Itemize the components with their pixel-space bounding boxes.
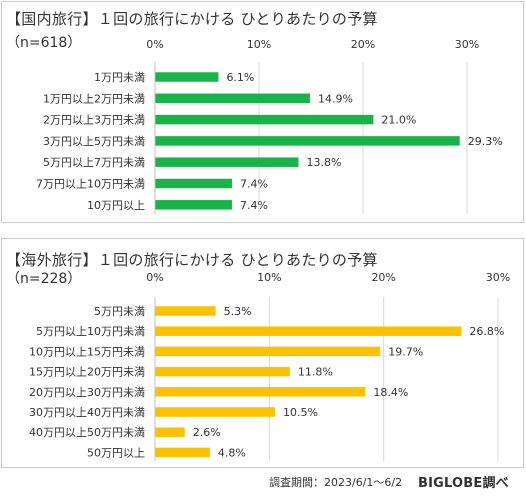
data-label: 14.9% [318,92,353,105]
category-label: 50万円以上 [87,446,145,459]
chart-title: 【海外旅行】１回の旅行にかける ひとりあたりの予算 [6,251,378,269]
category-label: 10万円以上 [87,199,145,212]
data-label: 6.1% [226,71,254,84]
data-label: 18.4% [373,386,408,399]
bar [155,178,232,189]
bar [155,306,216,316]
data-label: 4.8% [218,446,246,459]
category-label: 1万円以上2万円未満 [43,92,145,105]
bar [155,447,210,458]
category-label: 5万円未満 [94,305,145,318]
x-tick-label: 10% [247,38,271,51]
source-credit: BIGLOBE調べ [418,476,509,491]
chart-title: 【国内旅行】１回の旅行にかける ひとりあたりの予算 [6,10,378,28]
domestic-budget-bar-chart: 0% 10% 20% 30% 1万円未満 6.1% 1万円以上2万円未満 14.9% 2万円以上… [36,38,503,214]
x-tick-label: 20% [371,271,395,284]
data-label: 2.6% [193,426,221,439]
category-label: 2万円以上3万円未満 [43,114,145,127]
bar [155,427,185,437]
sample-size-label: （n=618） [6,35,82,51]
bar [155,366,290,377]
overseas-budget-bar-chart: 0% 10% 20% 30% 5万円未満 5.3% 5万円以上10万円未満 26.8% 10万円… [29,271,510,461]
bar [155,346,381,357]
bar [155,93,310,104]
category-label: 15万円以上20万円未満 [29,366,145,379]
data-label: 11.8% [298,366,333,379]
data-label: 26.8% [469,325,504,338]
category-label: 5万円以上7万円未満 [43,156,145,169]
bar [155,200,232,210]
x-tick-label: 10% [257,271,281,284]
domestic-chart-panel: 【国内旅行】１回の旅行にかける ひとりあたりの予算 （n=618） 0% 10% 2… [1,1,524,223]
category-label: 5万円以上10万円未満 [36,325,145,338]
category-label: 20万円以上30万円未満 [29,386,145,399]
bar [155,326,462,336]
category-label: 1万円未満 [94,71,145,84]
x-tick-label: 20% [351,38,375,51]
x-tick-label: 0% [146,38,163,51]
data-label: 29.3% [468,135,503,148]
bar [155,114,374,125]
data-label: 13.8% [307,156,342,169]
bar [155,407,276,417]
bar [155,157,299,167]
data-label: 5.3% [224,305,252,318]
data-label: 7.4% [240,178,268,191]
x-tick-label: 30% [486,271,510,284]
data-label: 7.4% [240,199,268,212]
bar [155,387,366,397]
category-label: 30万円以上40万円未満 [29,406,145,419]
data-label: 19.7% [388,345,423,358]
category-label: 3万円以上5万円未満 [43,135,145,148]
x-tick-label: 0% [146,271,163,284]
bar [155,72,219,82]
category-label: 10万円以上15万円未満 [29,345,145,358]
survey-period: 調査期間：2023/6/1～6/2 [269,476,403,489]
data-label: 21.0% [381,114,416,127]
sample-size-label: （n=228） [6,271,82,287]
overseas-chart-panel: 【海外旅行】１回の旅行にかける ひとりあたりの予算 （n=228） 0% 10% 2… [1,238,524,468]
data-label: 10.5% [283,406,318,419]
x-tick-label: 30% [455,38,479,51]
category-label: 40万円以上50万円未満 [29,426,145,439]
bar [155,136,460,146]
category-label: 7万円以上10万円未満 [36,178,145,191]
